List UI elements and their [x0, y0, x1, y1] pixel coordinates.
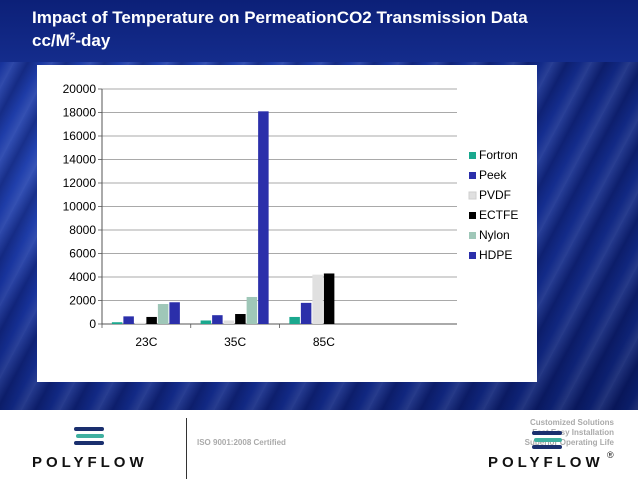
bar-peek-85c	[300, 302, 312, 324]
tagline: Customized Solutions Fast Easy Installat…	[525, 418, 614, 448]
y-tick-label: 2000	[69, 294, 96, 308]
legend-label-nylon: Nylon	[479, 228, 510, 242]
x-tick-label: 23C	[135, 335, 157, 349]
footer: POLYFLOW ISO 9001:2008 Certified Customi…	[0, 410, 638, 479]
bar-peek-23c	[123, 316, 134, 324]
brand-name-right: POLYFLOW	[488, 454, 604, 471]
polyflow-logo-icon	[532, 431, 562, 449]
y-tick-label: 12000	[63, 176, 97, 190]
legend-label-ectfe: ECTFE	[479, 208, 518, 222]
y-tick-label: 10000	[63, 200, 97, 214]
slide-title: Impact of Temperature on PermeationCO2 T…	[32, 6, 632, 52]
bar-peek-35c	[212, 315, 223, 324]
legend-label-fortron: Fortron	[479, 148, 518, 162]
bar-pvdf-35c	[223, 320, 235, 324]
bar-pvdf-85c	[312, 274, 323, 324]
legend-swatch-peek	[469, 172, 476, 179]
bar-ectfe-23c	[146, 316, 157, 324]
x-tick-label: 35C	[224, 335, 246, 349]
title-unit-suffix: -day	[75, 31, 111, 50]
y-tick-label: 0	[89, 317, 96, 331]
legend-swatch-hdpe	[469, 252, 476, 259]
legend-label-peek: Peek	[479, 168, 507, 182]
legend-swatch-nylon	[469, 232, 476, 239]
title-unit-base: cc/M	[32, 31, 70, 50]
bar-nylon-35c	[246, 296, 258, 324]
y-tick-label: 16000	[63, 129, 97, 143]
y-tick-label: 4000	[69, 270, 96, 284]
polyflow-logo-left: POLYFLOW	[32, 422, 162, 472]
legend-label-hdpe: HDPE	[479, 248, 512, 262]
legend-swatch-fortron	[469, 152, 476, 159]
brand-name-left: POLYFLOW	[32, 454, 148, 471]
bar-hdpe-35c	[258, 111, 269, 324]
footer-divider	[186, 418, 187, 479]
y-tick-label: 6000	[69, 247, 96, 261]
bar-pvdf-23c	[134, 322, 146, 324]
polyflow-logo-right: POLYFLOW ®	[488, 428, 618, 476]
title-line-1: Impact of Temperature on PermeationCO2 T…	[32, 8, 528, 27]
bar-ectfe-85c	[323, 273, 335, 324]
bar-nylon-23c	[157, 304, 169, 324]
legend-swatch-pvdf	[468, 191, 477, 200]
y-tick-label: 14000	[63, 153, 97, 167]
title-line-2: cc/M2-day	[32, 29, 632, 52]
bar-hdpe-23c	[169, 302, 180, 324]
tagline-line-1: Customized Solutions	[530, 418, 614, 427]
bar-fortron-23c	[111, 322, 123, 324]
chart-panel: 0 2000 4000 6000 8000 10000 12000 14000 16000 180…	[37, 65, 537, 382]
legend-swatch-ectfe	[469, 212, 476, 219]
iso-certification: ISO 9001:2008 Certified	[197, 438, 286, 447]
bar-chart: 0 2000 4000 6000 8000 10000 12000 14000 16000 180…	[63, 82, 519, 349]
title-unit-exponent: 2	[69, 31, 76, 43]
tagline-line-2: Fast Easy Installation	[532, 428, 614, 437]
tagline-line-3: Superior Operating Life	[524, 438, 614, 447]
legend-label-pvdf: PVDF	[479, 188, 511, 202]
polyflow-logo-icon	[74, 427, 104, 445]
registered-mark: ®	[607, 450, 614, 460]
y-tick-label: 20000	[63, 82, 97, 96]
y-tick-label: 18000	[63, 106, 97, 120]
bar-fortron-35c	[200, 320, 212, 324]
y-tick-label: 8000	[69, 223, 96, 237]
bar-fortron-85c	[289, 316, 300, 324]
x-tick-label: 85C	[313, 335, 335, 349]
title-band	[0, 0, 638, 62]
bar-ectfe-35c	[235, 314, 246, 324]
